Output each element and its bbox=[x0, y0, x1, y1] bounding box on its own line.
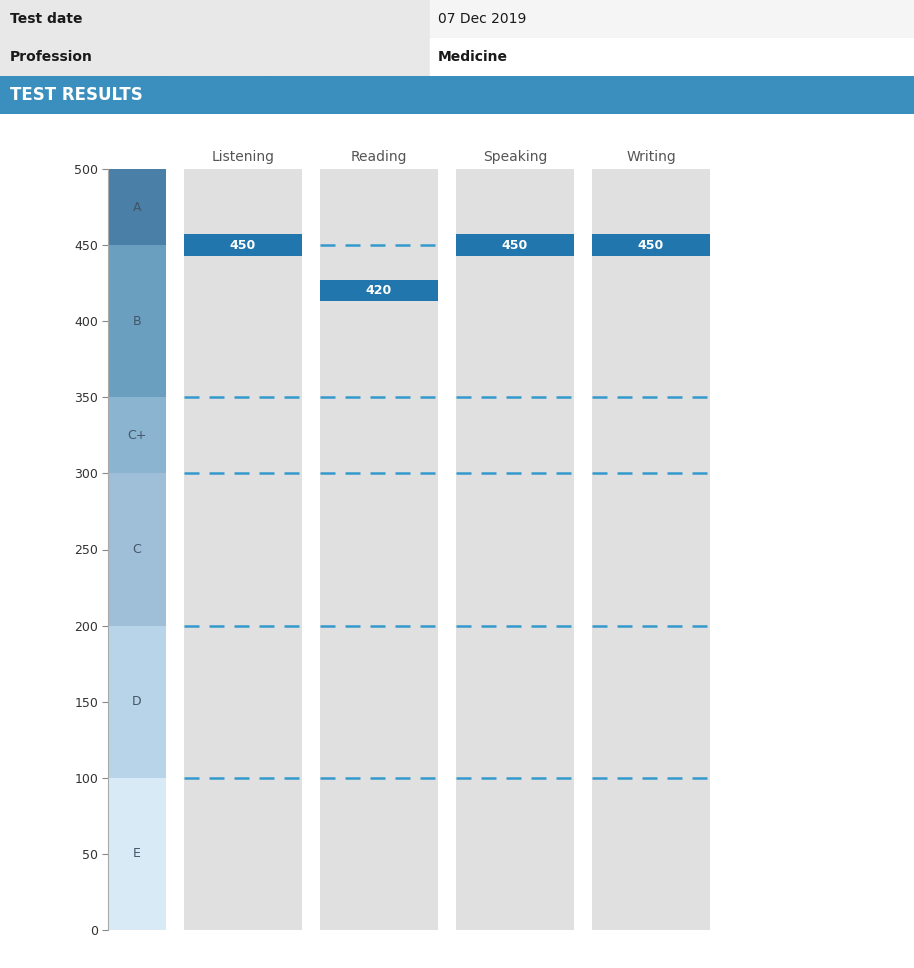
Text: Writing: Writing bbox=[626, 150, 675, 164]
Text: Reading: Reading bbox=[351, 150, 408, 164]
Bar bbox=[430, 0, 914, 38]
Bar bbox=[108, 397, 166, 473]
Bar bbox=[108, 245, 166, 397]
Bar bbox=[108, 778, 166, 930]
Text: D: D bbox=[133, 695, 142, 709]
Bar bbox=[0, 0, 430, 38]
Text: A: A bbox=[133, 200, 142, 214]
Text: 450: 450 bbox=[230, 238, 256, 252]
Bar bbox=[0, 76, 804, 114]
Bar bbox=[0, 38, 430, 76]
Bar bbox=[320, 280, 438, 301]
Text: Speaking: Speaking bbox=[483, 150, 547, 164]
Text: B: B bbox=[133, 315, 142, 328]
Bar bbox=[456, 169, 574, 930]
Text: Listening: Listening bbox=[211, 150, 274, 164]
Text: C: C bbox=[133, 543, 142, 556]
Bar bbox=[430, 38, 914, 76]
Bar bbox=[108, 625, 166, 778]
Text: Profession: Profession bbox=[10, 50, 93, 64]
Text: 07 Dec 2019: 07 Dec 2019 bbox=[438, 12, 526, 26]
Bar bbox=[804, 76, 914, 114]
Bar bbox=[456, 234, 574, 256]
Text: E: E bbox=[133, 847, 141, 861]
Text: TEST RESULTS: TEST RESULTS bbox=[10, 86, 143, 104]
Text: Medicine: Medicine bbox=[438, 50, 507, 64]
Bar bbox=[592, 169, 710, 930]
Text: 420: 420 bbox=[366, 285, 392, 297]
Text: 450: 450 bbox=[502, 238, 528, 252]
Bar bbox=[320, 169, 438, 930]
Bar bbox=[184, 234, 302, 256]
Bar bbox=[184, 169, 302, 930]
Text: Test date: Test date bbox=[10, 12, 82, 26]
Bar bbox=[592, 234, 710, 256]
Bar bbox=[108, 169, 166, 245]
Text: 450: 450 bbox=[638, 238, 664, 252]
Bar bbox=[108, 473, 166, 625]
Text: C+: C+ bbox=[127, 429, 146, 441]
